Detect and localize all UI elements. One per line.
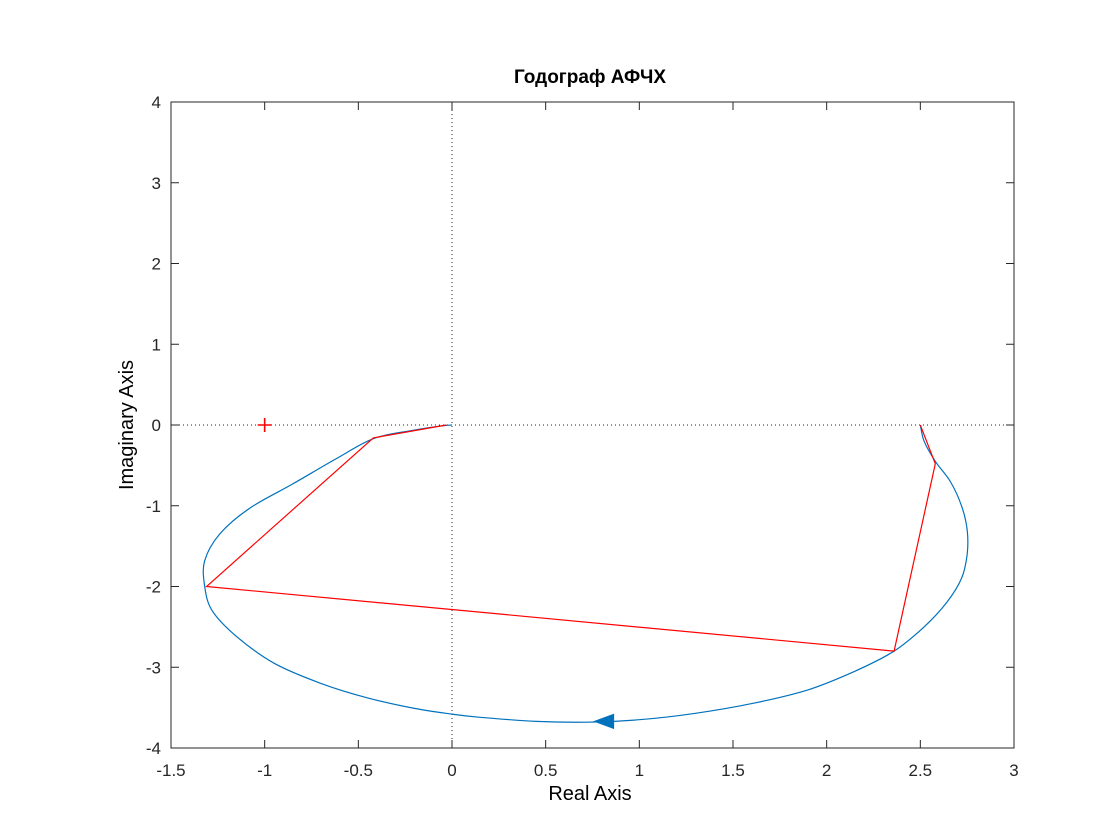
y-tick-label: 4 [152, 93, 161, 112]
plot-area [170, 101, 1015, 749]
y-tick-label: 0 [152, 416, 161, 435]
x-tick-label: 0.5 [534, 761, 558, 780]
x-tick-label: 0 [447, 761, 456, 780]
x-tick-label: 3 [1009, 761, 1018, 780]
x-tick-label: 1 [635, 761, 644, 780]
x-tick-label: -0.5 [344, 761, 373, 780]
series-layer [202, 424, 969, 723]
marker-layer [257, 418, 615, 730]
x-tick-label: 1.5 [721, 761, 745, 780]
series-line-1 [202, 424, 969, 723]
x-tick-label: -1 [257, 761, 272, 780]
y-tick-label: 1 [152, 335, 161, 354]
y-tick-label: 2 [152, 255, 161, 274]
x-axis-ticks: -1.5 -1 -0.5 0 0.5 1 1.5 2 2.5 3 [156, 102, 1019, 780]
y-tick-label: -1 [146, 497, 161, 516]
y-tick-label: -3 [146, 658, 161, 677]
x-tick-label: -1.5 [156, 761, 185, 780]
critical-point-marker [257, 418, 272, 432]
y-tick-label: -2 [146, 578, 161, 597]
x-tick-label: 2.5 [909, 761, 933, 780]
direction-arrow [593, 713, 615, 730]
y-axis-label: Imaginary Axis [116, 360, 138, 490]
series-line-2 [205, 424, 936, 652]
y-tick-label: -4 [146, 739, 161, 758]
chart-title: Годограф АФЧХ [514, 67, 666, 88]
zero-lines [171, 102, 1014, 748]
y-axis-ticks: -4 -3 -2 -1 0 1 2 3 4 [146, 93, 1014, 758]
x-tick-label: 2 [822, 761, 831, 780]
y-tick-label: 3 [152, 174, 161, 193]
x-axis-label: Real Axis [548, 783, 631, 805]
